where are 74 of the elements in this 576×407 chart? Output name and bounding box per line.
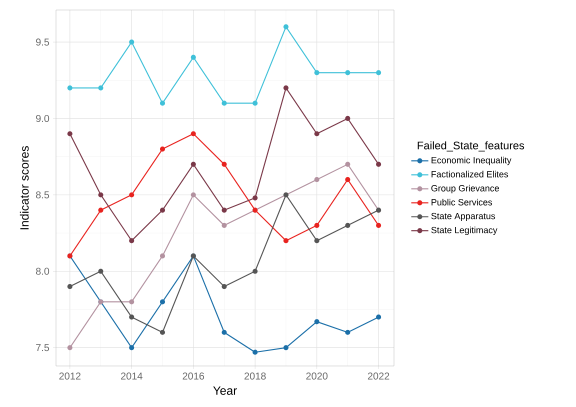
point bbox=[252, 195, 258, 200]
point bbox=[376, 222, 382, 228]
point bbox=[345, 70, 350, 76]
x-tick-label: 2022 bbox=[368, 372, 390, 380]
point bbox=[129, 299, 134, 304]
point bbox=[222, 208, 227, 213]
point bbox=[190, 192, 196, 198]
x-tick-label: 2012 bbox=[59, 372, 81, 380]
point bbox=[98, 192, 104, 198]
point bbox=[160, 208, 166, 213]
point bbox=[376, 70, 382, 76]
point bbox=[67, 131, 72, 136]
point bbox=[345, 162, 350, 167]
point bbox=[283, 24, 289, 30]
point bbox=[222, 222, 227, 228]
point bbox=[252, 100, 258, 106]
legend-label: State Legitimacy bbox=[431, 226, 498, 236]
point bbox=[222, 100, 227, 106]
point bbox=[129, 40, 134, 45]
point bbox=[160, 330, 166, 335]
legend-label: Public Services bbox=[432, 198, 492, 206]
point bbox=[129, 314, 134, 320]
point bbox=[67, 345, 72, 350]
y-tick-label: 8.5 bbox=[36, 191, 50, 198]
point bbox=[314, 177, 320, 182]
x-tick-label: 2020 bbox=[306, 372, 328, 380]
point bbox=[190, 162, 196, 167]
point bbox=[252, 268, 258, 274]
y-tick-label: 9.0 bbox=[36, 114, 50, 122]
point bbox=[345, 330, 350, 335]
point bbox=[160, 146, 166, 152]
point bbox=[283, 238, 289, 244]
point bbox=[314, 70, 320, 76]
point bbox=[129, 192, 134, 198]
point bbox=[376, 314, 382, 320]
point bbox=[314, 222, 320, 228]
point bbox=[160, 299, 166, 304]
point bbox=[314, 131, 320, 136]
x-tick-label: 2014 bbox=[121, 372, 142, 380]
y-tick-label: 7.5 bbox=[36, 344, 50, 352]
point bbox=[129, 238, 134, 244]
point bbox=[98, 208, 104, 213]
point bbox=[222, 162, 227, 167]
point bbox=[67, 85, 72, 90]
point bbox=[314, 319, 320, 324]
point bbox=[283, 85, 289, 90]
x-tick-label: 2018 bbox=[244, 372, 266, 380]
point bbox=[376, 162, 382, 167]
point bbox=[67, 284, 72, 290]
legend-label: State Apparatus bbox=[431, 212, 496, 222]
legend-label: Factionalized Elites bbox=[432, 170, 508, 178]
point bbox=[345, 222, 350, 228]
point bbox=[283, 345, 289, 350]
point bbox=[345, 116, 350, 122]
legend-label: Economic Inequality bbox=[432, 156, 512, 166]
point bbox=[98, 268, 104, 274]
point bbox=[160, 253, 166, 259]
point bbox=[190, 54, 196, 60]
y-tick-label: 9.5 bbox=[36, 38, 50, 46]
x-tick-label: 2016 bbox=[182, 372, 204, 380]
legend-label: Group Grievance bbox=[431, 184, 500, 194]
point bbox=[190, 131, 196, 136]
point bbox=[129, 345, 134, 350]
point bbox=[222, 284, 227, 290]
legend-title: Failed_State_features bbox=[418, 141, 524, 152]
x-axis-title: Year bbox=[213, 386, 237, 395]
point bbox=[160, 100, 166, 106]
point bbox=[314, 238, 320, 244]
y-axis-title: Indicator scores bbox=[20, 146, 29, 230]
y-tick-label: 8.0 bbox=[36, 268, 50, 275]
point bbox=[98, 85, 104, 90]
point bbox=[222, 330, 227, 335]
point bbox=[345, 177, 350, 182]
point bbox=[252, 350, 258, 355]
